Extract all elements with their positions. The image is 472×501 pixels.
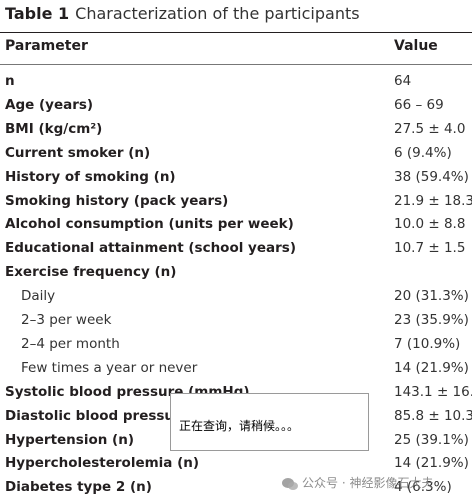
value-cell: 10.0 ± 8.8 [394, 216, 466, 233]
parameter-cell: BMI (kg/cm²) [5, 120, 103, 137]
top-rule [0, 32, 472, 33]
sub-parameter-cell: Daily [21, 288, 56, 305]
parameter-cell: Hypertension (n) [5, 431, 134, 448]
header-rule [0, 64, 472, 65]
value-cell: 27.5 ± 4.0 [394, 120, 466, 137]
parameter-cell: History of smoking (n) [5, 168, 176, 185]
watermark-icon [282, 477, 298, 490]
value-cell: 14 (21.9%) [394, 359, 469, 376]
parameter-cell: Alcohol consumption (units per week) [5, 216, 294, 233]
parameter-cell: Current smoker (n) [5, 144, 151, 161]
table-title: Table 1 Characterization of the participa… [5, 4, 360, 23]
value-cell: 143.1 ± 16.9 [394, 383, 472, 400]
parameter-cell: Diabetes type 2 (n) [5, 479, 152, 496]
value-cell: 20 (31.3%) [394, 288, 469, 305]
parameter-cell: Educational attainment (school years) [5, 240, 296, 257]
value-cell: 10.7 ± 1.5 [394, 240, 466, 257]
watermark-text: 公众号 · 神经影像石大夫 [302, 476, 434, 490]
parameter-cell: Smoking history (pack years) [5, 192, 229, 209]
loading-popup: 正在查询，请稍候。。。 [170, 393, 369, 451]
value-cell: 6 (9.4%) [394, 144, 452, 161]
table-label: Table 1 [5, 4, 70, 23]
value-cell: 4 (6.3%) [394, 479, 452, 496]
parameter-cell: Age (years) [5, 96, 94, 113]
sub-parameter-cell: Few times a year or never [21, 359, 198, 376]
value-cell: 14 (21.9%) [394, 455, 469, 472]
column-header: Value [394, 38, 438, 54]
table-caption: Characterization of the participants [75, 4, 360, 23]
value-cell: 85.8 ± 10.3 [394, 407, 472, 424]
sub-parameter-cell: 2–3 per week [21, 312, 112, 328]
value-cell: 66 – 69 [394, 96, 444, 113]
value-cell: 25 (39.1%) [394, 431, 469, 448]
watermark: 公众号 · 神经影像石大夫 [282, 474, 433, 491]
column-header: Parameter [5, 38, 88, 54]
value-cell: 64 [394, 73, 412, 89]
parameter-cell: n [5, 73, 15, 89]
popup-text: 正在查询，请稍候。。。 [179, 419, 300, 433]
value-cell: 38 (59.4%) [394, 168, 469, 185]
value-cell: 21.9 ± 18.3 [394, 192, 472, 209]
parameter-cell: Hypercholesterolemia (n) [5, 455, 200, 472]
value-cell: 7 (10.9%) [394, 335, 461, 352]
value-cell: 23 (35.9%) [394, 312, 469, 328]
sub-parameter-cell: 2–4 per month [21, 335, 120, 352]
parameter-cell: Exercise frequency (n) [5, 264, 177, 281]
